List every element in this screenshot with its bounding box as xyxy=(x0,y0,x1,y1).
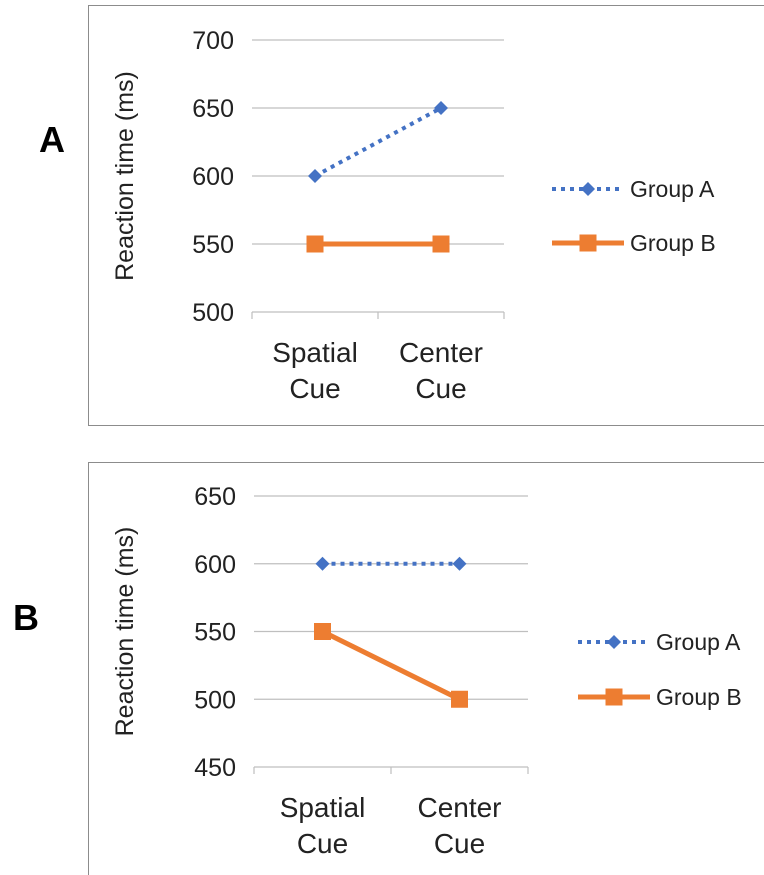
panel-label: A xyxy=(39,119,65,160)
legend-label: Group B xyxy=(630,230,716,256)
x-category-label-line: Spatial xyxy=(280,792,366,823)
series-group-b xyxy=(306,235,450,253)
x-category-label: Spatial Cue xyxy=(280,792,366,859)
legend-item: Group B xyxy=(578,684,742,710)
y-axis-title: Reaction time (ms) xyxy=(111,527,139,737)
x-category-label: Spatial Cue xyxy=(272,337,358,404)
y-tick-label: 550 xyxy=(194,619,236,647)
y-tick-label: 450 xyxy=(194,754,236,782)
data-point-square xyxy=(605,688,623,706)
series-line xyxy=(321,629,461,702)
panel-frame xyxy=(88,5,764,426)
x-category-label: Center Cue xyxy=(399,337,483,404)
y-tick-label: 600 xyxy=(192,163,234,191)
series-group-a xyxy=(315,556,467,571)
data-point-diamond xyxy=(434,101,448,115)
legend-item: Group A xyxy=(578,629,741,655)
series-group-a xyxy=(308,101,448,183)
data-point-square xyxy=(451,690,468,708)
x-category-label-line: Center xyxy=(399,337,483,368)
data-point-diamond xyxy=(315,556,330,571)
legend-item: Group A xyxy=(552,176,715,202)
chart-panel-a: A 500 550 600 650 700 Spatial Cue Center Cue React… xyxy=(39,5,764,426)
data-point-diamond xyxy=(581,182,595,196)
data-point-square xyxy=(306,235,324,253)
x-category-label: Center Cue xyxy=(417,792,501,859)
legend: Group A Group B xyxy=(552,176,716,256)
y-tick-label: 550 xyxy=(192,231,234,259)
data-point-diamond xyxy=(452,556,467,571)
data-point-diamond xyxy=(607,635,621,649)
y-tick-label: 500 xyxy=(194,686,236,714)
x-category-label-line: Cue xyxy=(434,828,485,859)
y-tick-label: 700 xyxy=(192,27,234,55)
data-point-square xyxy=(314,623,331,640)
legend-label: Group B xyxy=(656,684,742,710)
chart-panel-b: B 450 500 550 600 650 Spatial Cue Center Cue React… xyxy=(13,462,764,875)
x-category-label-line: Cue xyxy=(297,828,348,859)
y-tick-label: 650 xyxy=(192,95,234,123)
legend-label: Group A xyxy=(630,176,715,202)
data-point-square xyxy=(579,234,597,252)
data-point-square xyxy=(432,235,450,253)
y-tick-label: 600 xyxy=(194,551,236,579)
legend: Group A Group B xyxy=(578,629,742,710)
y-tick-label: 500 xyxy=(192,299,234,327)
x-category-label-line: Spatial xyxy=(272,337,358,368)
x-category-label-line: Cue xyxy=(415,373,466,404)
legend-item: Group B xyxy=(552,230,716,256)
x-category-label-line: Cue xyxy=(289,373,340,404)
y-tick-label: 650 xyxy=(194,483,236,511)
y-axis-title: Reaction time (ms) xyxy=(111,71,139,281)
panel-label: B xyxy=(13,597,39,638)
data-point-diamond xyxy=(308,169,322,183)
panel-frame xyxy=(88,462,764,875)
legend-label: Group A xyxy=(656,629,741,655)
series-group-b xyxy=(314,623,468,708)
x-category-label-line: Center xyxy=(417,792,501,823)
series-line xyxy=(314,106,442,178)
